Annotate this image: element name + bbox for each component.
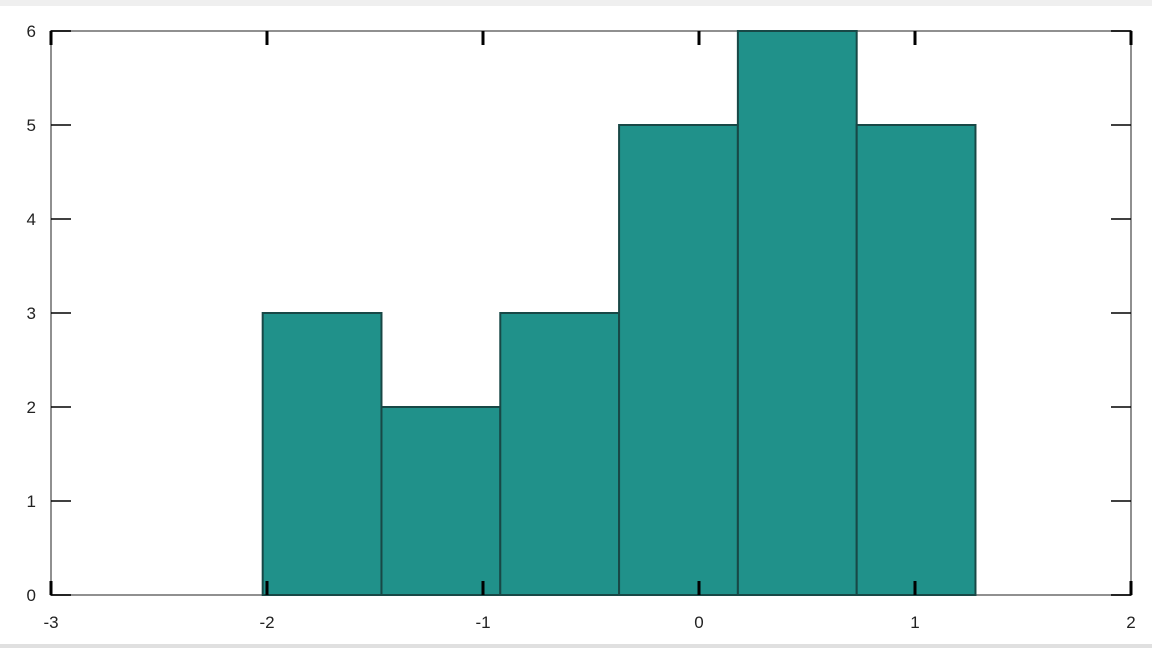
bottom-border [0,644,1152,648]
x-tick-label: -3 [43,613,58,632]
y-tick-label: 5 [27,116,36,135]
y-tick-label: 4 [27,210,36,229]
histogram-bar [618,124,739,596]
y-tick-label: 3 [27,304,36,323]
histogram-bar [855,124,977,596]
histogram-bar [499,312,621,596]
x-tick-label: -2 [259,613,274,632]
x-tick-label: 1 [910,613,919,632]
y-tick-label: 0 [27,586,36,605]
x-tick-label: -1 [475,613,490,632]
histogram-bar [380,406,502,596]
y-tick-label: 6 [27,22,36,41]
histogram-bar [736,30,858,596]
histogram-bar [261,312,383,596]
y-tick-label: 1 [27,492,36,511]
top-border [0,0,1152,6]
y-tick-label: 2 [27,398,36,417]
x-tick-label: 0 [694,613,703,632]
x-tick-label: 2 [1126,613,1135,632]
